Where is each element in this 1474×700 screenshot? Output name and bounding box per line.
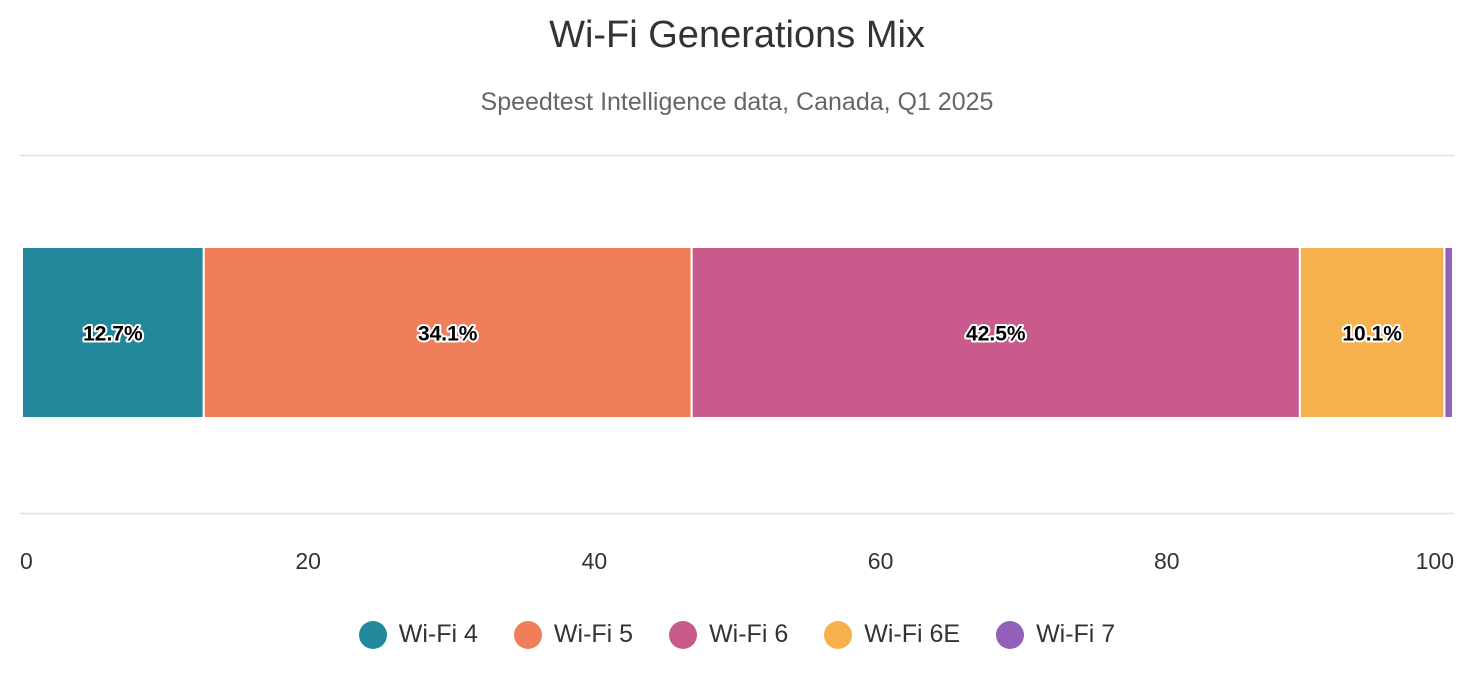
stacked-bar-chart: 12.7% 34.1% 42.5% 10.1% 0 20 40 60 80 100 bbox=[20, 154, 1454, 574]
x-axis-tick-labels: 0 20 40 60 80 100 bbox=[20, 548, 1454, 574]
data-label-wi-fi-4: 12.7% bbox=[83, 323, 143, 346]
legend: Wi-Fi 4 Wi-Fi 5 Wi-Fi 6 Wi-Fi 6E Wi-Fi 7 bbox=[0, 620, 1474, 649]
data-label-wi-fi-6: 42.5% bbox=[966, 323, 1026, 346]
legend-swatch bbox=[996, 620, 1025, 649]
x-tick-label: 60 bbox=[868, 548, 894, 574]
bar-segments bbox=[21, 246, 1454, 419]
legend-item-wi-fi-7[interactable]: Wi-Fi 7 bbox=[996, 620, 1115, 649]
chart-title: Wi-Fi Generations Mix bbox=[549, 14, 925, 56]
legend-label: Wi-Fi 6 bbox=[709, 620, 789, 648]
x-tick-label: 20 bbox=[295, 548, 321, 574]
x-tick-label: 0 bbox=[20, 548, 33, 574]
legend-swatch bbox=[513, 620, 542, 649]
legend-swatch bbox=[824, 620, 853, 649]
segment-labels: 12.7% 34.1% 42.5% 10.1% bbox=[81, 321, 1404, 348]
x-tick-label: 40 bbox=[582, 548, 608, 574]
legend-label: Wi-Fi 6E bbox=[864, 620, 961, 648]
legend-item-wi-fi-5[interactable]: Wi-Fi 5 bbox=[513, 620, 634, 649]
legend-label: Wi-Fi 5 bbox=[553, 620, 634, 648]
legend-item-wi-fi-6[interactable]: Wi-Fi 6 bbox=[669, 620, 788, 649]
data-label-wi-fi-5: 34.1% bbox=[418, 323, 478, 346]
bar-segment-wi-fi-5[interactable] bbox=[202, 246, 693, 419]
legend-swatch bbox=[358, 620, 387, 649]
legend-label: Wi-Fi 7 bbox=[1036, 620, 1116, 648]
x-tick-label: 100 bbox=[1416, 548, 1454, 574]
chart-subtitle: Speedtest Intelligence data, Canada, Q1 … bbox=[480, 88, 994, 116]
bar-segment-wi-fi-6[interactable] bbox=[690, 246, 1301, 419]
bar-segment-wi-fi-7[interactable] bbox=[1443, 246, 1454, 419]
legend-item-wi-fi-6e[interactable]: Wi-Fi 6E bbox=[824, 620, 960, 649]
legend-item-wi-fi-4[interactable]: Wi-Fi 4 bbox=[358, 620, 478, 649]
legend-label: Wi-Fi 4 bbox=[398, 620, 478, 648]
data-label-wi-fi-6e: 10.1% bbox=[1342, 323, 1402, 346]
x-tick-label: 80 bbox=[1154, 548, 1180, 574]
bar-segment-wi-fi-4[interactable] bbox=[21, 246, 205, 419]
legend-swatch bbox=[669, 620, 698, 649]
